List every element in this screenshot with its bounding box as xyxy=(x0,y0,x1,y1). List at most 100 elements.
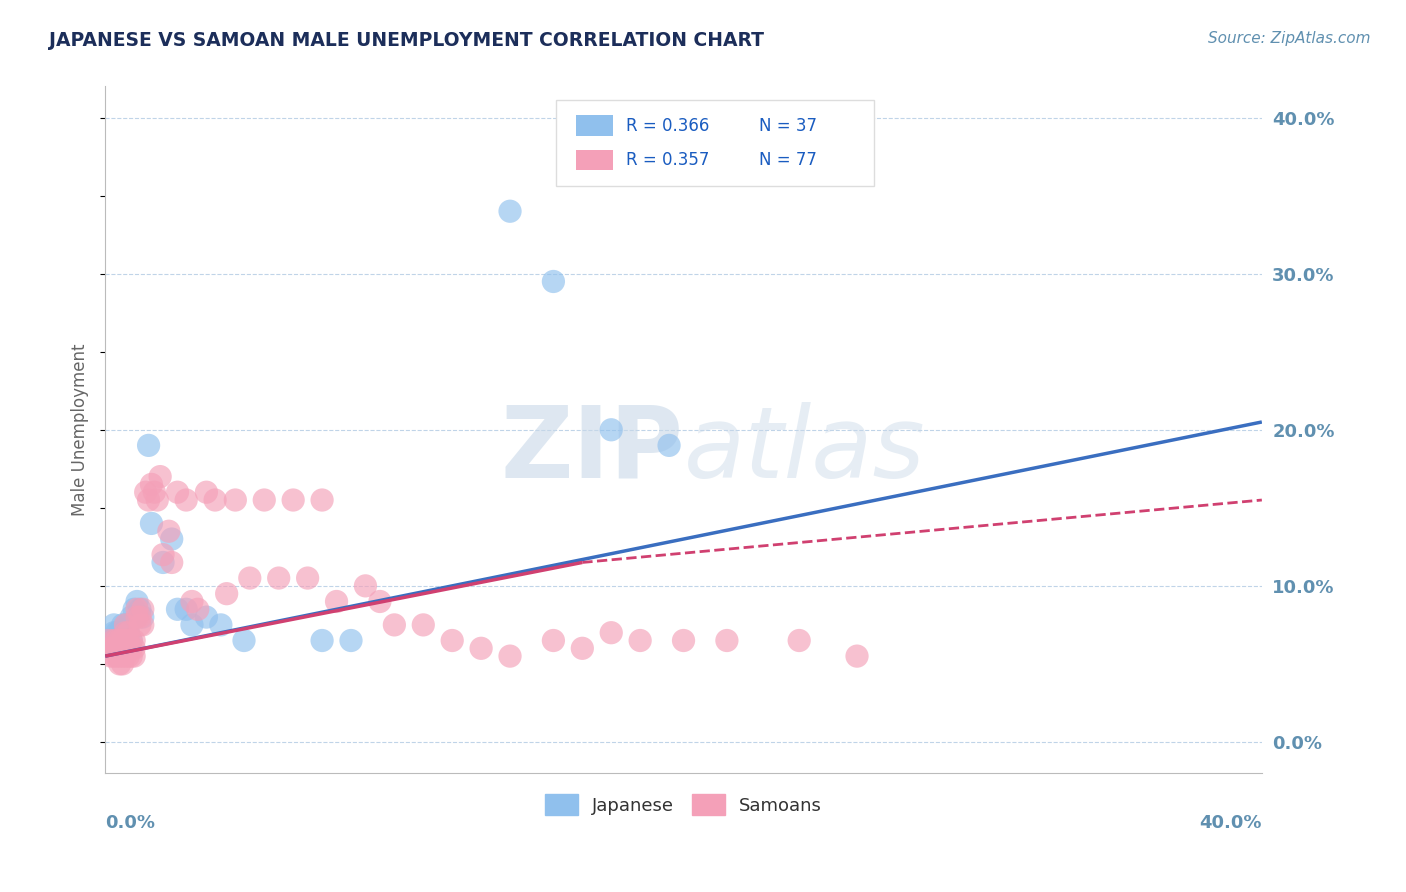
Text: 0.0%: 0.0% xyxy=(105,814,155,832)
Legend: Japanese, Samoans: Japanese, Samoans xyxy=(538,788,830,822)
Point xyxy=(125,602,148,616)
Point xyxy=(233,633,256,648)
Point xyxy=(117,633,139,648)
Point xyxy=(105,649,128,664)
Point xyxy=(117,618,139,632)
Point xyxy=(146,493,169,508)
Point xyxy=(543,275,565,289)
Point xyxy=(125,594,148,608)
Point xyxy=(120,649,142,664)
Point xyxy=(187,602,209,616)
Point xyxy=(157,524,180,539)
Text: atlas: atlas xyxy=(683,402,925,499)
Point xyxy=(100,641,122,656)
Point xyxy=(149,469,172,483)
Point xyxy=(117,625,139,640)
Point xyxy=(100,633,122,648)
Point xyxy=(571,641,593,656)
Point xyxy=(103,649,125,664)
Point xyxy=(600,625,623,640)
Point xyxy=(382,618,405,632)
Point xyxy=(105,633,128,648)
Point xyxy=(846,649,869,664)
Point xyxy=(215,587,238,601)
Point xyxy=(253,493,276,508)
Point xyxy=(103,625,125,640)
Point xyxy=(132,618,155,632)
Point xyxy=(117,649,139,664)
Point xyxy=(120,610,142,624)
Point xyxy=(141,516,163,531)
Point xyxy=(160,556,183,570)
Point xyxy=(141,477,163,491)
Point xyxy=(412,618,434,632)
Point xyxy=(174,493,197,508)
Point xyxy=(224,493,246,508)
Point xyxy=(97,633,120,648)
Point xyxy=(195,610,218,624)
Point xyxy=(174,602,197,616)
Point xyxy=(132,602,155,616)
Point xyxy=(181,594,204,608)
Point xyxy=(129,610,152,624)
Point xyxy=(114,625,136,640)
Point xyxy=(129,618,152,632)
Point xyxy=(354,579,377,593)
Point xyxy=(152,548,174,562)
Point xyxy=(311,493,333,508)
FancyBboxPatch shape xyxy=(557,100,875,186)
Point xyxy=(111,641,134,656)
Text: Source: ZipAtlas.com: Source: ZipAtlas.com xyxy=(1208,31,1371,46)
Text: R = 0.366: R = 0.366 xyxy=(626,117,709,135)
Point xyxy=(152,556,174,570)
Point xyxy=(135,485,157,500)
Point xyxy=(108,657,131,671)
Point xyxy=(114,618,136,632)
Point xyxy=(111,625,134,640)
Point xyxy=(108,633,131,648)
Text: N = 37: N = 37 xyxy=(759,117,817,135)
Point xyxy=(111,657,134,671)
Point xyxy=(114,625,136,640)
Point xyxy=(108,641,131,656)
Point xyxy=(297,571,319,585)
Point xyxy=(499,649,522,664)
Text: JAPANESE VS SAMOAN MALE UNEMPLOYMENT CORRELATION CHART: JAPANESE VS SAMOAN MALE UNEMPLOYMENT COR… xyxy=(49,31,765,50)
Point xyxy=(368,594,391,608)
Point xyxy=(114,618,136,632)
FancyBboxPatch shape xyxy=(576,150,613,170)
Point xyxy=(105,633,128,648)
Point xyxy=(600,423,623,437)
Point xyxy=(117,625,139,640)
Point xyxy=(111,618,134,632)
Text: R = 0.357: R = 0.357 xyxy=(626,151,709,169)
Point xyxy=(122,602,145,616)
Point xyxy=(120,633,142,648)
Point xyxy=(117,641,139,656)
Point xyxy=(166,485,188,500)
Point xyxy=(239,571,262,585)
Point xyxy=(114,649,136,664)
Y-axis label: Male Unemployment: Male Unemployment xyxy=(72,343,89,516)
Point xyxy=(787,633,810,648)
Point xyxy=(122,649,145,664)
Point xyxy=(114,641,136,656)
Point xyxy=(108,625,131,640)
Point xyxy=(325,594,347,608)
Point xyxy=(111,633,134,648)
Point xyxy=(716,633,738,648)
Point xyxy=(132,610,155,624)
Point xyxy=(283,493,305,508)
Point xyxy=(100,649,122,664)
Point xyxy=(129,602,152,616)
Point xyxy=(111,649,134,664)
Point xyxy=(543,633,565,648)
Point xyxy=(209,618,232,632)
Point xyxy=(267,571,290,585)
Point xyxy=(122,641,145,656)
Point xyxy=(470,641,492,656)
Point xyxy=(103,618,125,632)
Point xyxy=(108,649,131,664)
Point xyxy=(125,610,148,624)
Point xyxy=(105,625,128,640)
